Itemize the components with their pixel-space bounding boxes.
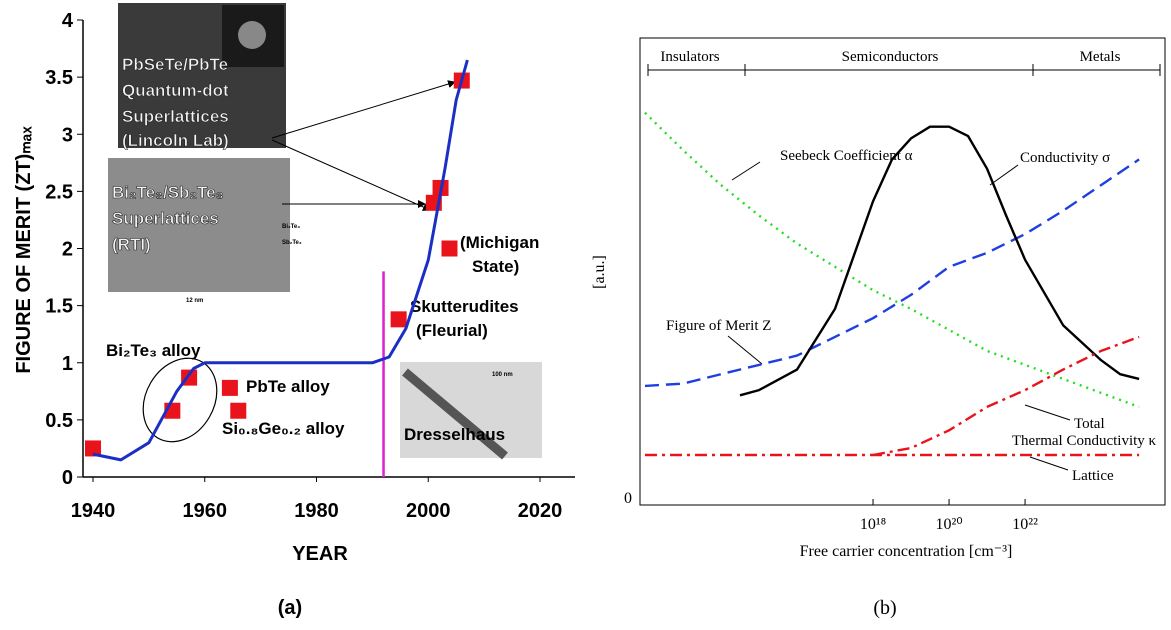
series-line bbox=[644, 158, 1140, 388]
annotation: 100 nm bbox=[492, 372, 513, 378]
series-label: Total bbox=[1074, 416, 1105, 432]
series-line bbox=[92, 59, 469, 462]
x-tick-label: 1960 bbox=[183, 500, 228, 522]
x-tick-label: 2000 bbox=[406, 500, 451, 522]
panel-a: PbSeTe/PbTe Quantum-dot Superlattices (L… bbox=[13, 3, 575, 619]
y-tick-label: 1 bbox=[62, 353, 73, 375]
point bbox=[441, 240, 458, 257]
annotation: State) bbox=[472, 257, 519, 276]
x-axis-title: YEAR bbox=[292, 543, 348, 565]
pointer bbox=[1024, 404, 1071, 421]
region-label: Metals bbox=[1080, 49, 1121, 65]
nanowire bbox=[402, 368, 508, 460]
x-axis-title: Free carrier concentration [cm⁻³] bbox=[800, 543, 1013, 560]
label-pointers bbox=[727, 161, 1071, 471]
y-tick-label: 3 bbox=[62, 124, 73, 146]
annotation: PbTe alloy bbox=[246, 377, 330, 396]
series-label: Conductivity σ bbox=[1020, 150, 1110, 166]
annotation: (Fleurial) bbox=[416, 321, 488, 340]
series-label: Lattice bbox=[1072, 468, 1114, 484]
pointer bbox=[1029, 456, 1069, 471]
annotation: Bi₂Te₃ alloy bbox=[106, 341, 201, 360]
y-tick-label: 0 bbox=[624, 490, 632, 507]
pointer bbox=[727, 335, 763, 365]
annotation: Thermal Conductivity κ bbox=[1012, 433, 1157, 449]
point bbox=[221, 379, 238, 396]
point bbox=[85, 440, 101, 457]
y-tick-label: 2.5 bbox=[45, 181, 73, 203]
y-axis-title: FIGURE OF MERIT (ZT)ₘₐₓ bbox=[13, 126, 35, 374]
point bbox=[230, 402, 247, 419]
annotation: PbSeTe/PbTe bbox=[122, 55, 228, 74]
y-tick-label: 0.5 bbox=[45, 410, 73, 432]
micrograph bbox=[400, 362, 542, 458]
y-tick-label: 4 bbox=[62, 10, 74, 32]
region-label: Insulators bbox=[660, 49, 719, 65]
annotation: Quantum-dot bbox=[122, 81, 229, 100]
region-arrows bbox=[647, 64, 1161, 76]
series-line bbox=[739, 125, 1140, 397]
pointer bbox=[989, 164, 1019, 186]
annotation: Dresselhaus bbox=[404, 425, 505, 444]
panel-b: Insulators Semiconductors Metals Free ca… bbox=[591, 37, 1166, 619]
series-label: Figure of Merit Z bbox=[666, 318, 771, 334]
x-tick-label: 2020 bbox=[518, 500, 563, 522]
annotation: Superlattices bbox=[112, 209, 219, 228]
inset-dot bbox=[238, 21, 266, 49]
y-tick-label: 1.5 bbox=[45, 296, 73, 318]
y-axis-title: [a.u.] bbox=[591, 255, 608, 289]
annotation: Skutterudites bbox=[410, 297, 519, 316]
caption: (b) bbox=[873, 597, 896, 619]
arrow bbox=[271, 80, 456, 139]
point bbox=[390, 311, 407, 328]
series-line bbox=[644, 111, 1140, 409]
micrograph bbox=[108, 158, 290, 292]
annotation: Bi₂Te₃/Sb₂Te₃ bbox=[112, 183, 223, 202]
series-label: Seebeck Coefficient α bbox=[780, 148, 913, 164]
annotation: Si₀.₈Ge₀.₂ alloy bbox=[222, 419, 345, 438]
caption: (a) bbox=[278, 597, 302, 619]
annotation: Bi₂Te₃ bbox=[282, 224, 300, 230]
arrow bbox=[271, 139, 431, 211]
annotation: (Michigan bbox=[460, 233, 539, 252]
annotation: (RTI) bbox=[112, 235, 151, 254]
annotation: (Lincoln Lab) bbox=[122, 131, 229, 150]
annotation: Sb₂Te₃ bbox=[282, 240, 302, 246]
ellipse bbox=[142, 357, 218, 443]
x-tick-label: 10²² bbox=[1012, 516, 1038, 533]
y-tick-label: 0 bbox=[62, 467, 73, 489]
annotation: 12 nm bbox=[186, 298, 203, 304]
x-tick-label: 1940 bbox=[71, 500, 116, 522]
x-tick-label: 10²⁰ bbox=[935, 516, 962, 533]
y-tick-label: 2 bbox=[62, 239, 73, 261]
frame bbox=[639, 37, 1166, 506]
x-tick-label: 10¹⁸ bbox=[860, 516, 886, 533]
annotation: Superlattices bbox=[122, 107, 229, 126]
x-tick-label: 1980 bbox=[294, 500, 339, 522]
pointer bbox=[731, 161, 761, 181]
y-tick-label: 3.5 bbox=[45, 67, 73, 89]
region-label: Semiconductors bbox=[842, 49, 939, 65]
